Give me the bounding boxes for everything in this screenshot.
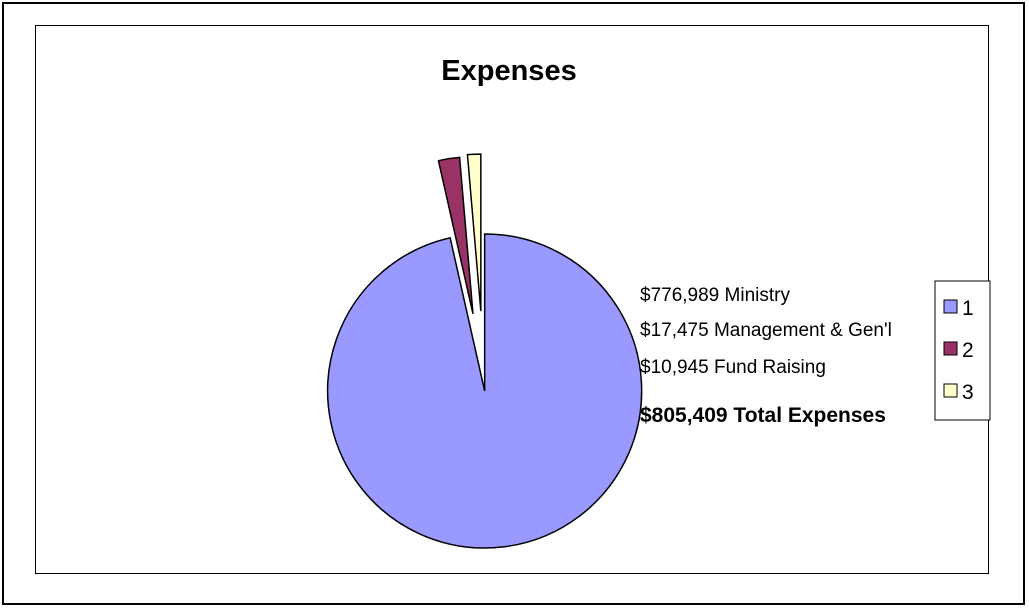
annotation-total: $805,409 Total Expenses: [640, 404, 886, 427]
annotation-management: $17,475 Management & Gen'l: [640, 320, 892, 341]
pie-slice-1: [326, 233, 643, 549]
legend-swatch-2: [943, 341, 958, 356]
legend: 1 2 3: [934, 280, 991, 421]
legend-label-3: 3: [962, 381, 974, 404]
legend-label-1: 1: [962, 297, 974, 320]
legend-label-2: 2: [962, 339, 974, 362]
chart-title: Expenses: [441, 55, 576, 87]
legend-swatch-1: [943, 299, 958, 314]
pie-slice-2: [437, 156, 474, 315]
legend-swatch-3: [943, 383, 958, 398]
annotation-fund-raising: $10,945 Fund Raising: [640, 357, 826, 378]
annotation-ministry: $776,989 Ministry: [640, 285, 790, 306]
pie-slices: [326, 153, 643, 549]
pie-slice-3: [466, 153, 482, 312]
